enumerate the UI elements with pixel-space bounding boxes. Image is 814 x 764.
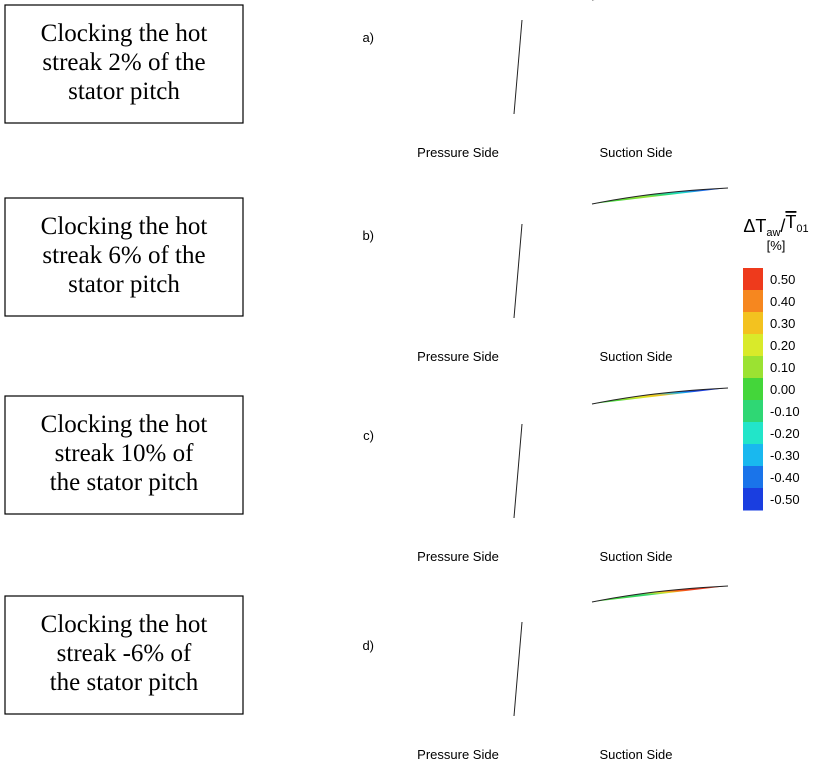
blade-edge (513, 223, 523, 319)
colorbar-swatch (743, 444, 763, 467)
side-label: Pressure Side (417, 549, 499, 564)
colorbar-swatch (743, 356, 763, 379)
colorbar-swatch (743, 312, 763, 335)
case-text: streak 6% of the (42, 242, 205, 269)
colorbar-unit: [%] (767, 238, 786, 253)
case-text: stator pitch (68, 78, 180, 105)
colorbar-swatch (743, 268, 763, 291)
panel-label: c) (363, 428, 374, 443)
panel-label: d) (362, 638, 374, 653)
side-label: Suction Side (600, 549, 673, 564)
case-text: Clocking the hot (41, 20, 208, 47)
side-label: Suction Side (600, 747, 673, 762)
blade-edge (513, 19, 523, 115)
colorbar-label: -0.20 (770, 426, 800, 441)
colorbar-swatch (743, 466, 763, 489)
side-label: Suction Side (600, 145, 673, 160)
colorbar-swatch (743, 378, 763, 401)
colorbar-swatch (743, 290, 763, 313)
case-text: streak 10% of (55, 440, 195, 467)
colorbar-title-part: ΔT (743, 216, 766, 236)
colorbar-label: -0.40 (770, 470, 800, 485)
case-text: Clocking the hot (41, 611, 208, 638)
case-box (4, 4, 244, 124)
blade-edge (513, 423, 523, 519)
blade-edge (513, 621, 523, 717)
colorbar-title-part: / (780, 216, 785, 236)
colorbar-swatch (743, 400, 763, 423)
colorbar-title: ΔTaw/T01 (743, 212, 808, 239)
case-box (4, 595, 244, 715)
case-text: stator pitch (68, 271, 180, 298)
colorbar-label: -0.50 (770, 492, 800, 507)
case-text: the stator pitch (50, 669, 199, 696)
case-box (4, 395, 244, 515)
colorbar-title-part: aw (766, 227, 780, 239)
side-label: Pressure Side (417, 349, 499, 364)
colorbar-label: 0.50 (770, 272, 795, 287)
case-text: Clocking the hot (41, 213, 208, 240)
colorbar-label: -0.30 (770, 448, 800, 463)
case-text: streak 2% of the (42, 49, 205, 76)
colorbar-swatch (743, 422, 763, 445)
colorbar-label: 0.30 (770, 316, 795, 331)
case-box (4, 197, 244, 317)
colorbar-label: 0.20 (770, 338, 795, 353)
colorbar-title-part: 01 (796, 223, 808, 235)
side-label: Pressure Side (417, 145, 499, 160)
panel-label: a) (362, 30, 374, 45)
colorbar-swatch (743, 488, 763, 511)
colorbar-label: 0.00 (770, 382, 795, 397)
case-text: Clocking the hot (41, 411, 208, 438)
suction-blade (591, 187, 729, 205)
suction-blade (591, 387, 729, 405)
colorbar-title-part: T (785, 212, 796, 232)
case-text: the stator pitch (50, 469, 199, 496)
colorbar-label: 0.40 (770, 294, 795, 309)
side-label: Suction Side (600, 349, 673, 364)
colorbar-label: 0.10 (770, 360, 795, 375)
colorbar-swatch (743, 334, 763, 357)
suction-blade (591, 585, 729, 603)
side-label: Pressure Side (417, 747, 499, 762)
case-text: streak -6% of (57, 640, 192, 667)
panel-label: b) (362, 228, 374, 243)
colorbar-label: -0.10 (770, 404, 800, 419)
